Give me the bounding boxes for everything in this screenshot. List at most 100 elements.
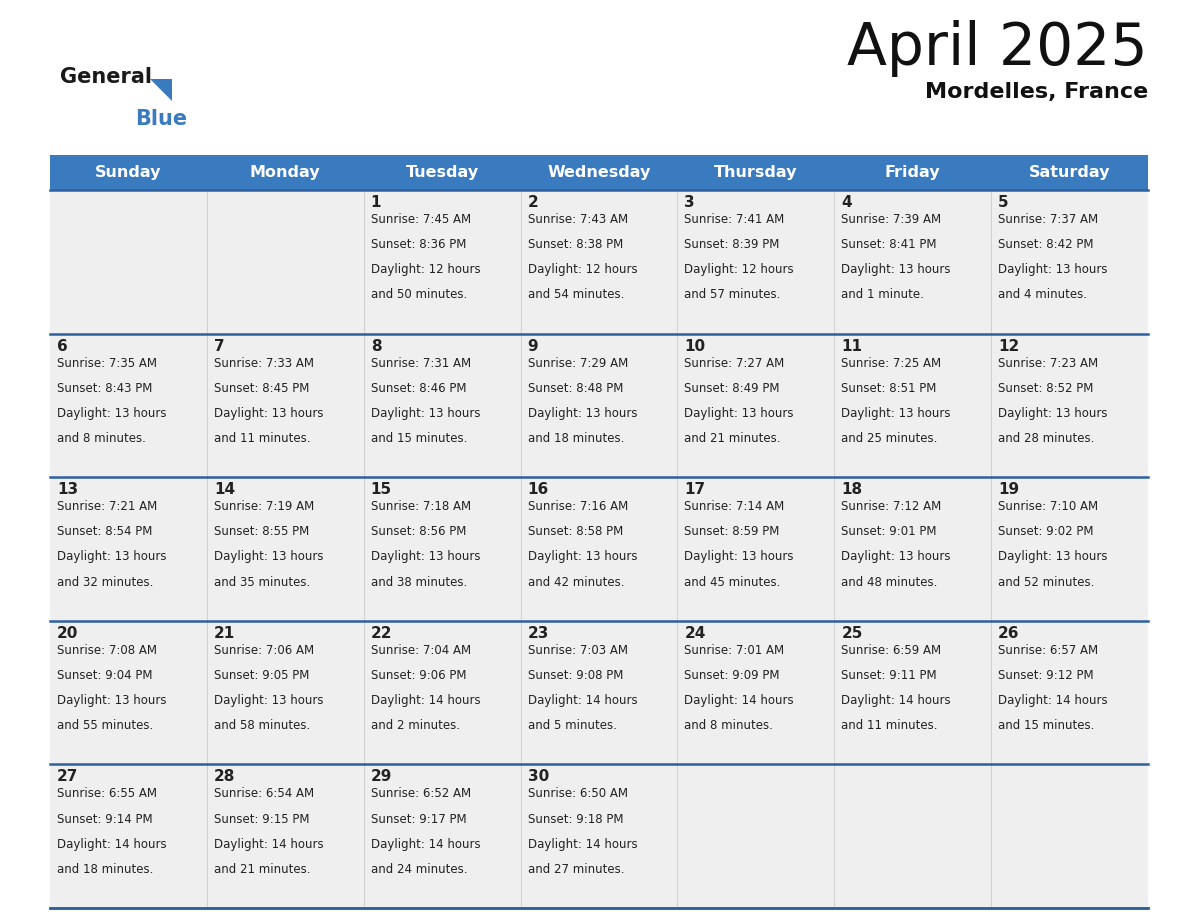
Text: and 54 minutes.: and 54 minutes. — [527, 288, 624, 301]
Text: Sunset: 8:41 PM: Sunset: 8:41 PM — [841, 238, 937, 252]
Text: and 38 minutes.: and 38 minutes. — [371, 576, 467, 588]
Text: Daylight: 12 hours: Daylight: 12 hours — [527, 263, 637, 276]
Text: Daylight: 13 hours: Daylight: 13 hours — [57, 694, 166, 707]
Text: Sunset: 8:39 PM: Sunset: 8:39 PM — [684, 238, 779, 252]
Text: Sunset: 9:11 PM: Sunset: 9:11 PM — [841, 669, 937, 682]
Bar — [364, 477, 520, 621]
Text: Sunrise: 7:41 AM: Sunrise: 7:41 AM — [684, 213, 785, 226]
Text: Daylight: 13 hours: Daylight: 13 hours — [214, 694, 323, 707]
Bar — [520, 765, 677, 908]
Bar — [834, 477, 991, 621]
Bar — [677, 621, 834, 765]
Text: Thursday: Thursday — [714, 165, 797, 180]
Text: Daylight: 13 hours: Daylight: 13 hours — [57, 551, 166, 564]
Text: Sunrise: 7:18 AM: Sunrise: 7:18 AM — [371, 500, 470, 513]
Text: Sunset: 8:46 PM: Sunset: 8:46 PM — [371, 382, 466, 395]
Text: 11: 11 — [841, 339, 862, 353]
Text: Sunset: 9:05 PM: Sunset: 9:05 PM — [214, 669, 309, 682]
Text: Sunset: 9:08 PM: Sunset: 9:08 PM — [527, 669, 623, 682]
Text: Sunset: 8:51 PM: Sunset: 8:51 PM — [841, 382, 936, 395]
Text: Sunrise: 7:35 AM: Sunrise: 7:35 AM — [57, 356, 157, 370]
Text: Daylight: 13 hours: Daylight: 13 hours — [214, 551, 323, 564]
Text: Sunrise: 7:23 AM: Sunrise: 7:23 AM — [998, 356, 1098, 370]
Text: Sunrise: 7:01 AM: Sunrise: 7:01 AM — [684, 644, 784, 656]
Text: Sunrise: 7:06 AM: Sunrise: 7:06 AM — [214, 644, 314, 656]
Text: and 35 minutes.: and 35 minutes. — [214, 576, 310, 588]
Text: Sunrise: 6:54 AM: Sunrise: 6:54 AM — [214, 788, 314, 800]
Bar — [364, 190, 520, 333]
Text: Sunrise: 7:27 AM: Sunrise: 7:27 AM — [684, 356, 785, 370]
Text: Daylight: 12 hours: Daylight: 12 hours — [371, 263, 480, 276]
Text: Saturday: Saturday — [1029, 165, 1111, 180]
Text: 21: 21 — [214, 626, 235, 641]
Text: 17: 17 — [684, 482, 706, 498]
Text: Sunset: 9:14 PM: Sunset: 9:14 PM — [57, 812, 152, 825]
Text: 6: 6 — [57, 339, 68, 353]
Text: Daylight: 14 hours: Daylight: 14 hours — [841, 694, 950, 707]
Text: and 28 minutes.: and 28 minutes. — [998, 432, 1094, 445]
Text: Sunset: 9:18 PM: Sunset: 9:18 PM — [527, 812, 623, 825]
Text: 14: 14 — [214, 482, 235, 498]
Text: Sunset: 8:43 PM: Sunset: 8:43 PM — [57, 382, 152, 395]
Text: Sunrise: 7:19 AM: Sunrise: 7:19 AM — [214, 500, 314, 513]
Bar — [677, 190, 834, 333]
Text: Daylight: 13 hours: Daylight: 13 hours — [998, 263, 1107, 276]
Text: Daylight: 13 hours: Daylight: 13 hours — [841, 263, 950, 276]
Text: 9: 9 — [527, 339, 538, 353]
Bar — [207, 333, 364, 477]
Text: and 8 minutes.: and 8 minutes. — [57, 432, 146, 445]
Bar — [50, 333, 207, 477]
Text: and 15 minutes.: and 15 minutes. — [998, 719, 1094, 733]
Text: 8: 8 — [371, 339, 381, 353]
Text: Sunset: 9:01 PM: Sunset: 9:01 PM — [841, 525, 937, 538]
Bar — [520, 190, 677, 333]
Text: Friday: Friday — [885, 165, 941, 180]
Text: Sunrise: 7:08 AM: Sunrise: 7:08 AM — [57, 644, 157, 656]
Text: Wednesday: Wednesday — [548, 165, 651, 180]
Bar — [834, 155, 991, 190]
Text: Daylight: 13 hours: Daylight: 13 hours — [371, 407, 480, 420]
Bar — [50, 477, 207, 621]
Text: 19: 19 — [998, 482, 1019, 498]
Text: 10: 10 — [684, 339, 706, 353]
Text: and 58 minutes.: and 58 minutes. — [214, 719, 310, 733]
Text: 13: 13 — [57, 482, 78, 498]
Text: 7: 7 — [214, 339, 225, 353]
Bar — [834, 765, 991, 908]
Text: and 4 minutes.: and 4 minutes. — [998, 288, 1087, 301]
Text: 16: 16 — [527, 482, 549, 498]
Text: 1: 1 — [371, 195, 381, 210]
Text: 22: 22 — [371, 626, 392, 641]
Text: and 42 minutes.: and 42 minutes. — [527, 576, 624, 588]
Text: Sunrise: 7:33 AM: Sunrise: 7:33 AM — [214, 356, 314, 370]
Text: Sunset: 8:42 PM: Sunset: 8:42 PM — [998, 238, 1094, 252]
Text: Sunday: Sunday — [95, 165, 162, 180]
Text: Daylight: 14 hours: Daylight: 14 hours — [371, 694, 480, 707]
Text: Daylight: 13 hours: Daylight: 13 hours — [841, 407, 950, 420]
Text: Sunset: 9:06 PM: Sunset: 9:06 PM — [371, 669, 466, 682]
Text: Daylight: 13 hours: Daylight: 13 hours — [998, 407, 1107, 420]
Text: 25: 25 — [841, 626, 862, 641]
Text: Sunrise: 6:50 AM: Sunrise: 6:50 AM — [527, 788, 627, 800]
Text: Mordelles, France: Mordelles, France — [924, 82, 1148, 102]
Bar — [520, 155, 677, 190]
Bar — [50, 621, 207, 765]
Text: Sunset: 8:48 PM: Sunset: 8:48 PM — [527, 382, 623, 395]
Text: Daylight: 13 hours: Daylight: 13 hours — [527, 551, 637, 564]
Text: Daylight: 13 hours: Daylight: 13 hours — [841, 551, 950, 564]
Bar — [364, 333, 520, 477]
Text: Daylight: 14 hours: Daylight: 14 hours — [684, 694, 794, 707]
Bar — [991, 190, 1148, 333]
Text: 24: 24 — [684, 626, 706, 641]
Bar — [677, 333, 834, 477]
Text: Sunset: 8:38 PM: Sunset: 8:38 PM — [527, 238, 623, 252]
Text: and 18 minutes.: and 18 minutes. — [57, 863, 153, 876]
Text: 30: 30 — [527, 769, 549, 784]
Text: and 50 minutes.: and 50 minutes. — [371, 288, 467, 301]
Text: Daylight: 13 hours: Daylight: 13 hours — [998, 551, 1107, 564]
Text: Sunrise: 7:12 AM: Sunrise: 7:12 AM — [841, 500, 942, 513]
Text: 5: 5 — [998, 195, 1009, 210]
Text: Sunset: 8:49 PM: Sunset: 8:49 PM — [684, 382, 781, 395]
Bar — [50, 155, 207, 190]
Bar — [677, 155, 834, 190]
